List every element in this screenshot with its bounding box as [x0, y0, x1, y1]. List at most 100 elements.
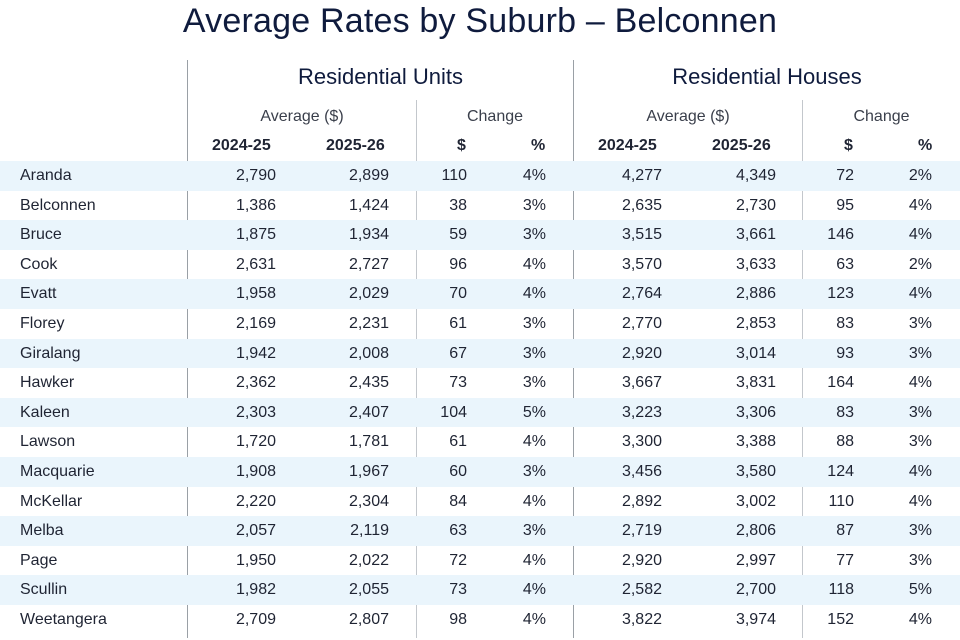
cell-units-2025-26: 1,967: [348, 462, 389, 480]
cell-units-2025-26: 2,407: [348, 403, 389, 421]
cell-units-2024-25: 1,958: [235, 285, 276, 303]
cell-units-change-dollar: 67: [449, 344, 467, 362]
cell-units-change-pct: 3%: [522, 462, 546, 480]
cell-houses-2025-26: 3,014: [735, 344, 776, 362]
table-row: Scullin 1,982 2,055 73 4% 2,582 2,700 118 5%: [0, 575, 960, 605]
cell-houses-2024-25: 2,719: [621, 522, 662, 540]
table-row: Kaleen 2,303 2,407 104 5% 3,223 3,306 83 3%: [0, 397, 960, 428]
cell-units-2024-25: 1,386: [235, 196, 276, 214]
group-header-units: Residential Units: [297, 64, 464, 89]
cell-units-2024-25: 1,908: [235, 462, 276, 480]
table-row: Lawson 1,720 1,781 61 4% 3,300 3,388 88 3%: [0, 427, 960, 457]
cell-houses-2024-25: 2,582: [621, 581, 662, 599]
table-row: Belconnen 1,386 1,424 38 3% 2,635 2,730 95 4%: [0, 191, 960, 221]
subheader-units-average: Average ($): [260, 108, 344, 125]
cell-units-change-pct: 4%: [522, 610, 546, 628]
cell-houses-2025-26: 2,730: [735, 196, 776, 214]
cell-houses-change-dollar: 123: [827, 285, 854, 303]
cell-houses-change-pct: 4%: [908, 196, 932, 214]
cell-units-2024-25: 2,057: [235, 522, 276, 540]
cell-houses-2025-26: 2,806: [735, 522, 776, 540]
cell-units-change-pct: 4%: [522, 255, 546, 273]
table-row: Evatt 1,958 2,029 70 4% 2,764 2,886 123 4%: [0, 279, 960, 309]
cell-houses-change-dollar: 87: [836, 522, 854, 540]
cell-units-change-pct: 4%: [522, 285, 546, 303]
cell-units-change-dollar: 38: [449, 196, 467, 214]
divider-units-change: [416, 100, 417, 638]
cell-houses-2025-26: 3,388: [735, 433, 776, 451]
cell-units-change-dollar: 72: [449, 551, 467, 569]
cell-houses-change-pct: 3%: [908, 403, 932, 421]
cell-houses-2024-25: 3,667: [621, 374, 662, 392]
cell-units-change-dollar: 61: [449, 314, 467, 332]
cell-houses-change-pct: 3%: [908, 344, 932, 362]
cell-houses-2024-25: 2,635: [621, 196, 662, 214]
cell-houses-change-dollar: 83: [836, 403, 854, 421]
cell-houses-change-dollar: 72: [836, 167, 854, 184]
cell-suburb-name: Evatt: [20, 285, 57, 303]
cell-units-change-pct: 3%: [522, 522, 546, 540]
cell-houses-2024-25: 3,300: [621, 433, 662, 451]
cell-units-change-pct: 3%: [522, 344, 546, 362]
cell-houses-2024-25: 3,515: [621, 226, 662, 244]
table-row: Bruce 1,875 1,934 59 3% 3,515 3,661 146 4%: [0, 220, 960, 250]
cell-units-change-dollar: 110: [441, 167, 467, 184]
cell-suburb-name: Lawson: [20, 433, 76, 451]
cell-houses-change-pct: 3%: [908, 551, 932, 569]
cell-houses-change-dollar: 118: [828, 581, 854, 599]
cell-units-2025-26: 2,899: [348, 167, 389, 184]
table-row: Florey 2,169 2,231 61 3% 2,770 2,853 83 3%: [0, 309, 960, 339]
cell-units-change-dollar: 84: [449, 492, 467, 510]
table-row: Macquarie 1,908 1,967 60 3% 3,456 3,580 124 4%: [0, 456, 960, 487]
cell-houses-2025-26: 4,349: [735, 167, 776, 184]
cell-houses-2024-25: 2,770: [621, 314, 662, 332]
cell-suburb-name: Hawker: [20, 374, 75, 392]
cell-units-2024-25: 2,631: [235, 255, 276, 273]
cell-units-2024-25: 2,362: [235, 374, 276, 392]
cell-units-2025-26: 2,435: [348, 374, 389, 392]
cell-houses-2025-26: 3,306: [735, 403, 776, 421]
cell-houses-2024-25: 2,892: [621, 492, 662, 510]
col-units-dollar: $: [457, 137, 466, 154]
cell-suburb-name: Cook: [20, 255, 58, 273]
cell-houses-change-dollar: 77: [836, 551, 854, 569]
cell-houses-change-dollar: 88: [836, 433, 854, 451]
col-houses-2025-26: 2025-26: [712, 137, 771, 154]
cell-suburb-name: Bruce: [20, 226, 62, 244]
cell-units-2025-26: 2,008: [348, 344, 389, 362]
table-row: Hawker 2,362 2,435 73 3% 3,667 3,831 164 4%: [0, 368, 960, 398]
cell-units-change-dollar: 73: [449, 581, 467, 599]
cell-units-change-dollar: 70: [449, 285, 467, 303]
cell-houses-2025-26: 3,831: [735, 374, 776, 392]
cell-houses-change-pct: 4%: [908, 610, 932, 628]
cell-suburb-name: Aranda: [20, 167, 72, 184]
col-units-2025-26: 2025-26: [326, 137, 385, 154]
cell-houses-change-dollar: 93: [836, 344, 854, 362]
cell-houses-2024-25: 3,223: [621, 403, 662, 421]
col-units-pct: %: [531, 137, 546, 154]
cell-units-2025-26: 2,029: [348, 285, 389, 303]
cell-houses-2024-25: 4,277: [621, 167, 662, 184]
group-header-houses: Residential Houses: [672, 64, 862, 89]
cell-units-2024-25: 1,942: [235, 344, 276, 362]
cell-houses-change-dollar: 83: [836, 314, 854, 332]
table-row: Melba 2,057 2,119 63 3% 2,719 2,806 87 3%: [0, 516, 960, 546]
cell-suburb-name: Giralang: [20, 344, 81, 362]
subheader-houses-change: Change: [853, 108, 910, 125]
cell-units-2025-26: 2,727: [348, 255, 389, 273]
cell-units-2025-26: 2,055: [348, 581, 389, 599]
table-row: McKellar 2,220 2,304 84 4% 2,892 3,002 110 4%: [0, 487, 960, 517]
cell-suburb-name: Scullin: [20, 581, 68, 599]
cell-units-2025-26: 2,304: [348, 492, 389, 510]
cell-houses-change-pct: 4%: [908, 226, 932, 244]
cell-units-change-dollar: 73: [449, 374, 467, 392]
cell-houses-2025-26: 3,002: [735, 492, 776, 510]
cell-units-2024-25: 2,169: [235, 314, 276, 332]
cell-houses-change-pct: 3%: [908, 433, 932, 451]
cell-units-2025-26: 1,424: [348, 196, 389, 214]
cell-houses-2025-26: 2,853: [735, 314, 776, 332]
cell-units-2025-26: 1,781: [348, 433, 389, 451]
col-units-2024-25: 2024-25: [212, 137, 271, 154]
cell-houses-2024-25: 3,822: [621, 610, 662, 628]
cell-houses-change-dollar: 110: [828, 492, 854, 510]
